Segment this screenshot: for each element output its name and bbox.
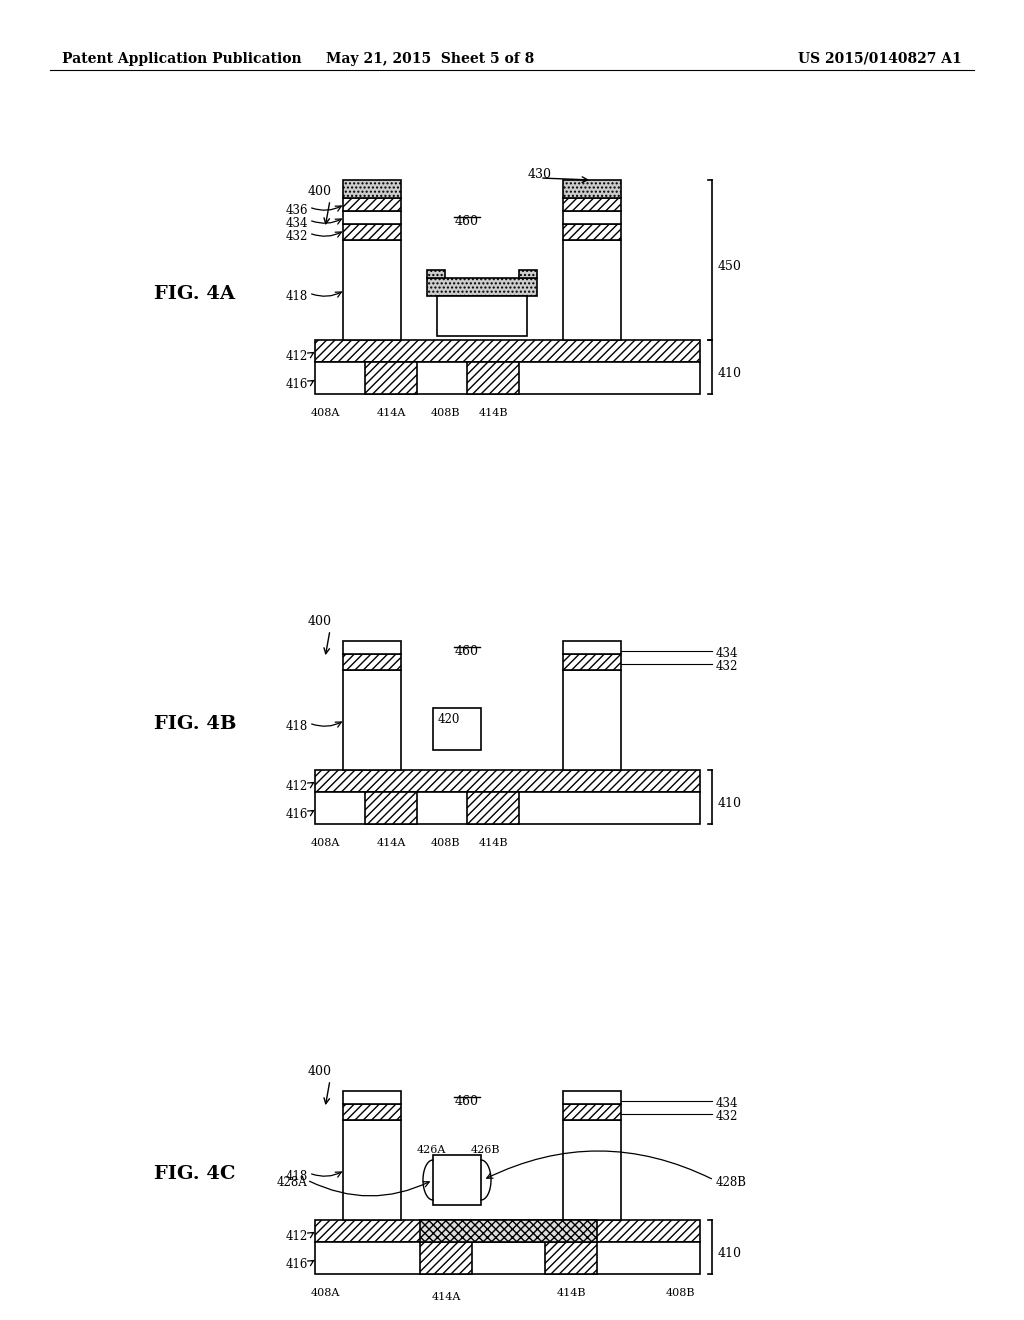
Bar xyxy=(433,708,481,750)
Text: 414A: 414A xyxy=(431,1292,461,1302)
Bar xyxy=(420,1220,597,1242)
Text: 434: 434 xyxy=(716,1097,738,1110)
Bar xyxy=(343,642,401,653)
Text: 428B: 428B xyxy=(716,1176,746,1189)
Bar xyxy=(467,362,519,393)
Bar xyxy=(563,642,621,653)
Bar xyxy=(545,1242,597,1274)
Text: 426A: 426A xyxy=(417,1144,445,1155)
Text: 408A: 408A xyxy=(310,838,340,847)
Bar xyxy=(315,341,700,362)
Text: FIG. 4A: FIG. 4A xyxy=(155,285,236,304)
Bar xyxy=(467,792,519,824)
Text: 418: 418 xyxy=(286,290,308,304)
Bar xyxy=(315,1220,700,1242)
Text: 460: 460 xyxy=(455,215,479,228)
Text: 460: 460 xyxy=(455,645,479,657)
Text: 436: 436 xyxy=(286,205,308,216)
Text: 432: 432 xyxy=(286,230,308,243)
Text: 432: 432 xyxy=(716,1110,738,1123)
Text: 434: 434 xyxy=(716,647,738,660)
Text: FIG. 4B: FIG. 4B xyxy=(154,715,237,733)
Text: 414B: 414B xyxy=(478,408,508,418)
Text: 400: 400 xyxy=(308,185,332,198)
Text: 434: 434 xyxy=(286,216,308,230)
Bar xyxy=(315,362,700,393)
Text: 426B: 426B xyxy=(470,1144,500,1155)
Bar xyxy=(315,770,700,792)
Bar xyxy=(563,1092,621,1104)
Text: 408B: 408B xyxy=(430,408,460,418)
Text: 408B: 408B xyxy=(430,838,460,847)
Bar xyxy=(563,180,621,198)
Bar xyxy=(343,224,401,240)
Bar xyxy=(427,271,445,279)
Text: 408A: 408A xyxy=(310,1288,340,1298)
Text: 416: 416 xyxy=(286,1258,308,1271)
Text: 412: 412 xyxy=(286,780,308,793)
Bar xyxy=(433,1155,481,1205)
Bar xyxy=(563,671,621,770)
Bar xyxy=(343,1104,401,1119)
Text: 432: 432 xyxy=(716,660,738,673)
Bar xyxy=(343,240,401,341)
Text: 412: 412 xyxy=(286,1230,308,1243)
Bar xyxy=(563,224,621,240)
Text: 414B: 414B xyxy=(478,838,508,847)
Text: 410: 410 xyxy=(718,367,742,380)
Text: 420: 420 xyxy=(438,713,461,726)
Text: 418: 418 xyxy=(286,719,308,733)
Text: FIG. 4C: FIG. 4C xyxy=(155,1166,236,1183)
Bar xyxy=(519,271,537,279)
Bar xyxy=(563,653,621,671)
Bar xyxy=(315,792,700,824)
Text: Patent Application Publication: Patent Application Publication xyxy=(62,51,302,66)
Bar xyxy=(563,211,621,224)
Bar xyxy=(343,1092,401,1104)
Text: 428A: 428A xyxy=(276,1176,307,1189)
Bar xyxy=(427,279,537,296)
Bar xyxy=(315,1242,700,1274)
Text: 410: 410 xyxy=(718,1247,742,1261)
Bar xyxy=(420,1242,472,1274)
Bar xyxy=(365,792,417,824)
Text: 412: 412 xyxy=(286,350,308,363)
Text: 410: 410 xyxy=(718,797,742,810)
Bar xyxy=(343,211,401,224)
Text: 416: 416 xyxy=(286,808,308,821)
Text: 418: 418 xyxy=(286,1170,308,1183)
Text: 408B: 408B xyxy=(666,1288,695,1298)
Text: 408A: 408A xyxy=(310,408,340,418)
Bar xyxy=(437,296,527,337)
Text: 416: 416 xyxy=(286,378,308,391)
Bar xyxy=(343,180,401,198)
Bar xyxy=(563,240,621,341)
Text: 414A: 414A xyxy=(376,408,406,418)
Bar xyxy=(365,362,417,393)
Bar xyxy=(343,671,401,770)
Text: 414A: 414A xyxy=(376,838,406,847)
Bar xyxy=(343,653,401,671)
Bar xyxy=(563,198,621,211)
Text: 414B: 414B xyxy=(556,1288,586,1298)
Text: 400: 400 xyxy=(308,1065,332,1078)
Bar xyxy=(563,1104,621,1119)
Text: May 21, 2015  Sheet 5 of 8: May 21, 2015 Sheet 5 of 8 xyxy=(326,51,535,66)
Bar xyxy=(563,1119,621,1220)
Bar xyxy=(343,198,401,211)
Text: 400: 400 xyxy=(308,615,332,628)
Text: US 2015/0140827 A1: US 2015/0140827 A1 xyxy=(799,51,962,66)
Text: 430: 430 xyxy=(528,168,552,181)
Text: 460: 460 xyxy=(455,1096,479,1107)
Text: 450: 450 xyxy=(718,260,741,273)
Bar xyxy=(343,1119,401,1220)
